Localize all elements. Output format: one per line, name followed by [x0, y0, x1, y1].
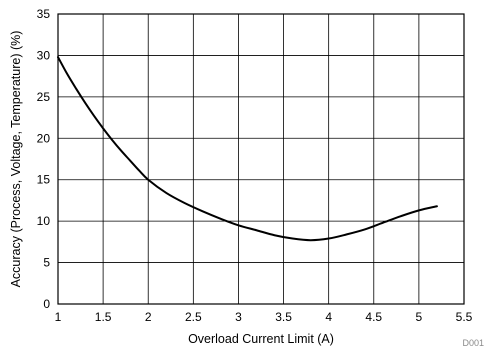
y-tick-label: 0 — [43, 297, 50, 311]
y-tick-label: 20 — [37, 131, 51, 145]
x-tick-label: 4.5 — [365, 310, 382, 324]
figure-id-label: D001 — [462, 338, 484, 348]
y-tick-label: 30 — [37, 48, 51, 62]
grid-lines — [57, 13, 465, 305]
x-tick-label: 2 — [145, 310, 152, 324]
y-tick-label: 35 — [37, 7, 51, 21]
x-tick-label: 5.5 — [456, 310, 473, 324]
y-tick-label: 15 — [37, 173, 51, 187]
y-tick-label: 10 — [37, 214, 51, 228]
y-tick-label: 5 — [43, 256, 50, 270]
plot-frame — [57, 13, 465, 305]
x-tick-labels: 1 1.5 2 2.5 3 3.5 4 4.5 5 5.5 — [55, 310, 473, 324]
x-tick-label: 4 — [325, 310, 332, 324]
x-tick-label: 5 — [416, 310, 423, 324]
y-axis-label: Accuracy (Process, Voltage, Temperature)… — [9, 31, 23, 288]
y-tick-labels: 0 5 10 15 20 25 30 35 — [37, 7, 51, 311]
x-tick-label: 3 — [235, 310, 242, 324]
x-tick-label: 1.5 — [95, 310, 112, 324]
y-tick-label: 25 — [37, 90, 51, 104]
x-axis-label: Overload Current Limit (A) — [188, 332, 334, 346]
x-tick-label: 1 — [55, 310, 62, 324]
series-line-0 — [57, 56, 438, 242]
x-tick-label: 2.5 — [185, 310, 202, 324]
x-tick-label: 3.5 — [275, 310, 292, 324]
series-layer — [57, 56, 438, 242]
